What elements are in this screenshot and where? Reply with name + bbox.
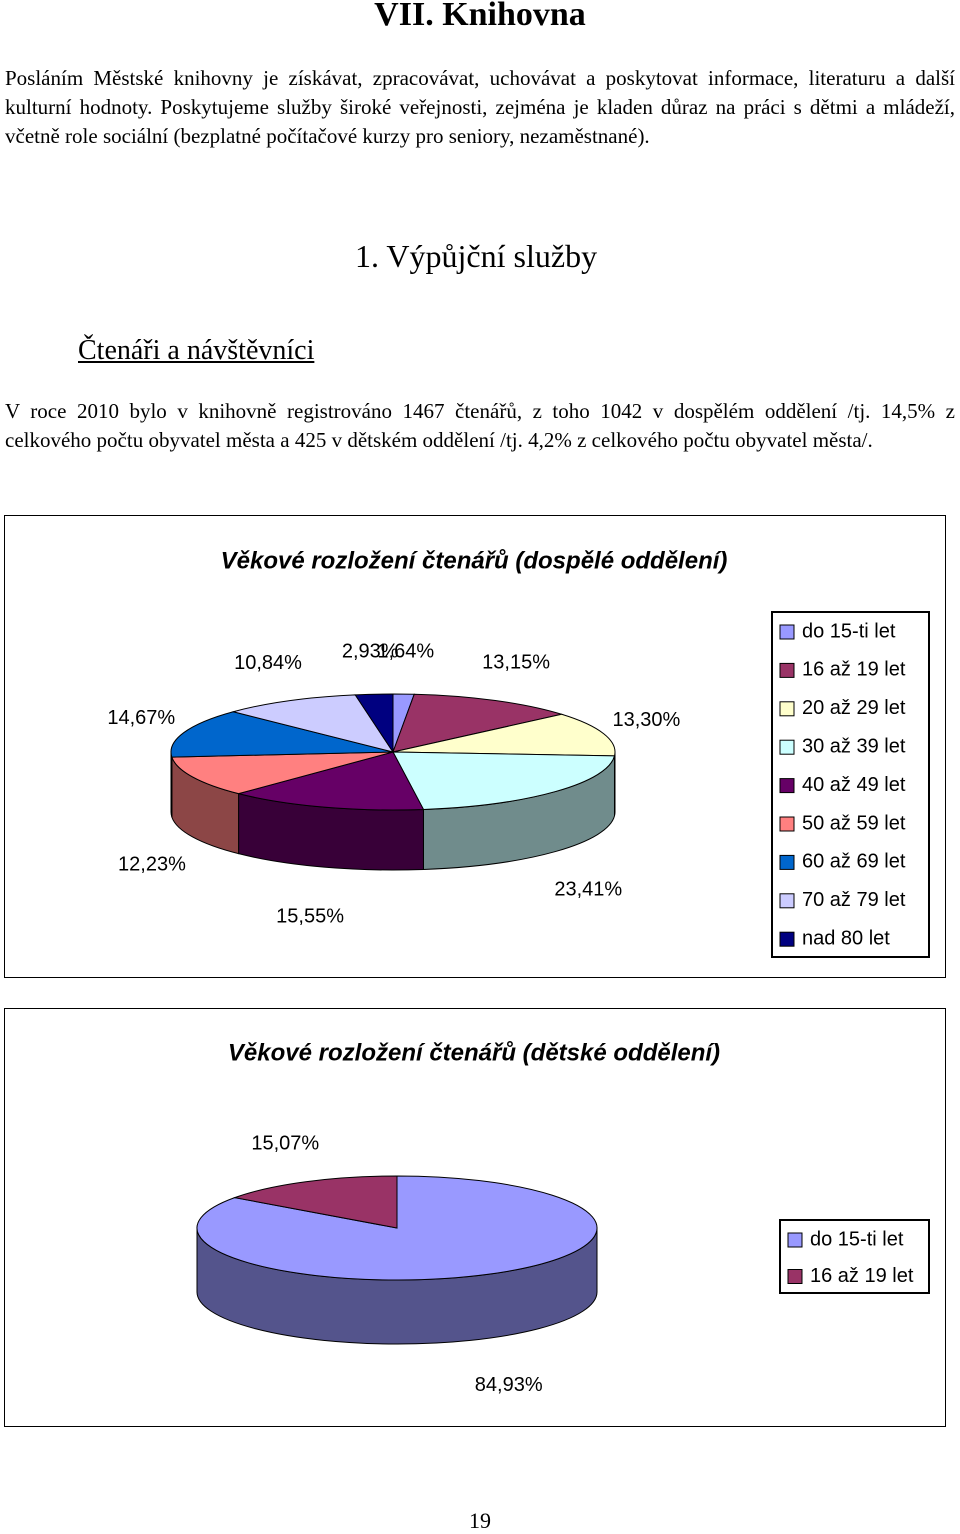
data-label: 10,84% bbox=[234, 652, 302, 674]
data-label: 15,55% bbox=[276, 905, 344, 927]
legend-label: 70 až 79 let bbox=[802, 889, 906, 911]
data-label: 12,23% bbox=[118, 853, 186, 875]
chart: Věkové rozložení čtenářů (dětské oddělen… bbox=[4, 1008, 946, 1427]
legend-swatch bbox=[779, 893, 795, 909]
legend-box bbox=[771, 611, 930, 958]
legend-swatch bbox=[787, 1232, 803, 1248]
legend-label: 20 až 29 let bbox=[802, 697, 906, 719]
slice bbox=[392, 751, 616, 810]
heading: VII. Knihovna bbox=[374, 0, 586, 33]
legend-swatch bbox=[787, 1269, 803, 1284]
slice bbox=[354, 693, 394, 754]
legend-label: do 15-ti let bbox=[802, 620, 896, 642]
legend-swatch bbox=[779, 701, 795, 717]
chart: Věkové rozložení čtenářů (dospělé odděle… bbox=[4, 515, 946, 978]
legend-swatch bbox=[779, 739, 795, 755]
data-label: 14,67% bbox=[107, 707, 175, 729]
legend-swatch bbox=[779, 662, 795, 678]
legend-label: do 15-ti let bbox=[810, 1228, 904, 1250]
slice bbox=[171, 751, 394, 795]
legend-label: 60 až 69 let bbox=[802, 851, 906, 873]
slice bbox=[236, 751, 425, 811]
chart-frame bbox=[4, 1008, 946, 1427]
legend-box bbox=[779, 1219, 930, 1294]
legend-label: 30 až 39 let bbox=[802, 735, 906, 757]
data-label: 2,93% bbox=[342, 641, 399, 663]
legend-label: 50 až 59 let bbox=[802, 812, 906, 834]
subsection-title: Čtenáři a návštěvníci bbox=[78, 335, 315, 366]
legend-swatch bbox=[779, 854, 795, 870]
slice bbox=[170, 711, 394, 758]
slice-side bbox=[170, 751, 173, 818]
legend-label: 40 až 49 let bbox=[802, 774, 906, 796]
legend-swatch bbox=[779, 778, 795, 794]
legend-label: nad 80 let bbox=[802, 927, 890, 949]
slice bbox=[392, 713, 616, 757]
legend-swatch bbox=[779, 931, 795, 947]
page-number: 19 bbox=[469, 1508, 491, 1533]
data-label: 15,07% bbox=[251, 1133, 319, 1155]
slice bbox=[231, 694, 395, 753]
data-label: 84,93% bbox=[475, 1374, 543, 1396]
chart-frame bbox=[4, 515, 946, 978]
section-title: 1. Výpůjční služby bbox=[355, 238, 598, 274]
data-label: 1,64% bbox=[377, 640, 434, 662]
stats-paragraph: V roce 2010 bylo v knihovně registrováno… bbox=[5, 399, 955, 452]
chart-title: Věkové rozložení čtenářů (dětské oddělen… bbox=[228, 1039, 720, 1066]
legend-label: 16 až 19 let bbox=[802, 659, 906, 681]
data-label: 13,30% bbox=[613, 709, 681, 731]
data-label: 13,15% bbox=[482, 652, 550, 674]
slice bbox=[232, 1175, 398, 1229]
chart-title: Věkové rozložení čtenářů (dospělé odděle… bbox=[221, 547, 728, 574]
legend-label: 16 až 19 let bbox=[810, 1265, 914, 1287]
intro-paragraph: Posláním Městské knihovny je získávat, z… bbox=[5, 66, 955, 148]
legend-swatch bbox=[779, 624, 795, 640]
slice bbox=[392, 693, 564, 753]
data-label: 23,41% bbox=[554, 878, 622, 900]
legend-swatch bbox=[779, 816, 795, 832]
